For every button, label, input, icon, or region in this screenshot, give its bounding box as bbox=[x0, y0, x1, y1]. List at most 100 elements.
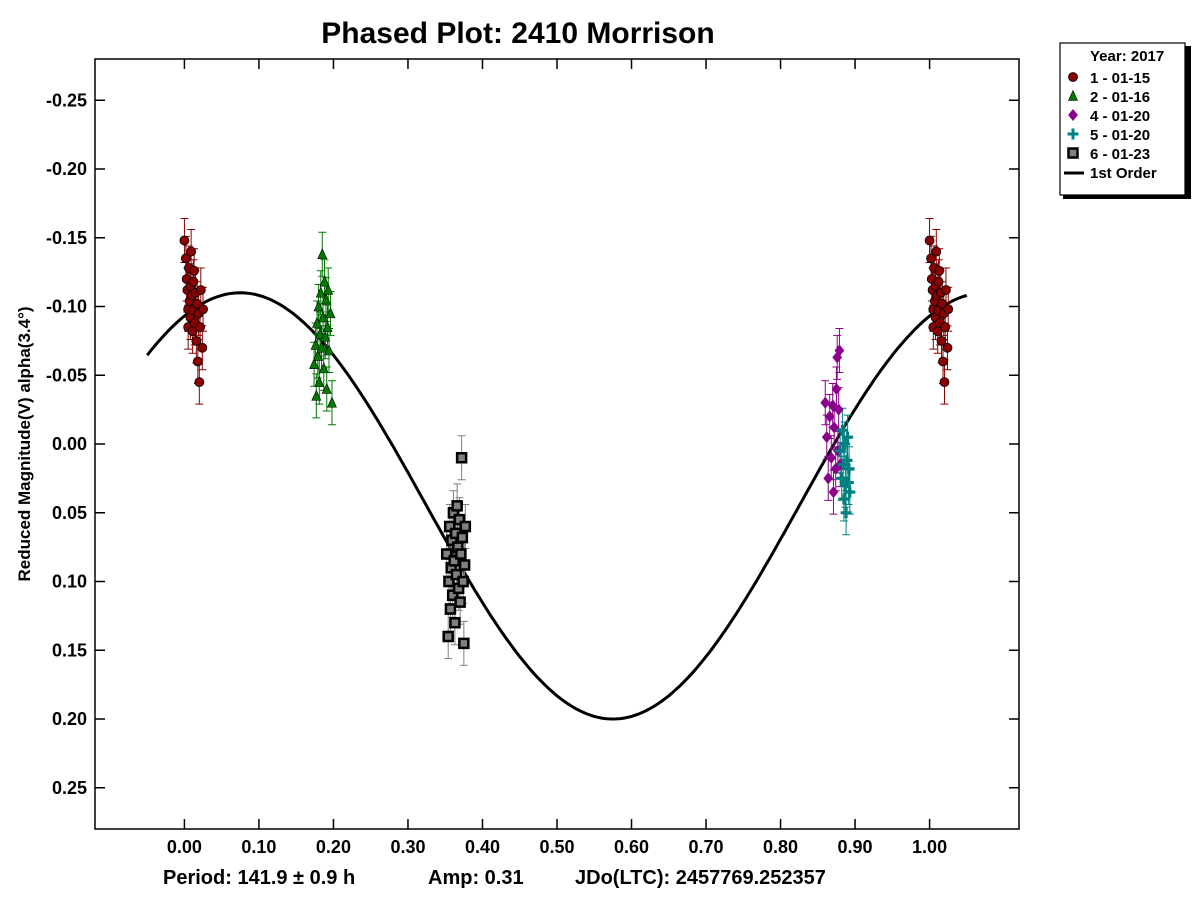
data-point-series-1 bbox=[192, 356, 203, 367]
data-point-series-2 bbox=[309, 358, 320, 370]
y-tick-label: 0.00 bbox=[52, 434, 87, 454]
x-tick-label: 0.00 bbox=[167, 837, 202, 857]
legend-entry-label: 2 - 01-16 bbox=[1090, 89, 1150, 106]
data-point-series-5 bbox=[450, 568, 463, 581]
chart-title: Phased Plot: 2410 Morrison bbox=[321, 17, 714, 50]
data-point-series-5 bbox=[443, 520, 456, 533]
fit-curve-line bbox=[146, 291, 968, 721]
data-point-series-5 bbox=[459, 520, 472, 533]
data-point-series-1 bbox=[189, 265, 200, 276]
y-tick-label: -0.25 bbox=[46, 90, 87, 110]
data-point-series-2 bbox=[318, 362, 329, 374]
x-tick-label: 0.80 bbox=[763, 837, 798, 857]
data-point-series-3 bbox=[829, 421, 840, 434]
x-tick-label: 1.00 bbox=[912, 837, 947, 857]
data-point-series-2 bbox=[316, 341, 327, 353]
data-point-series-5 bbox=[442, 630, 454, 643]
legend-title: Year: 2017 bbox=[1090, 48, 1164, 65]
fit-curve bbox=[146, 291, 968, 721]
data-point-series-5 bbox=[454, 596, 466, 608]
x-tick-label: 0.40 bbox=[465, 837, 500, 857]
legend-box bbox=[1059, 42, 1186, 196]
data-point-series-1 bbox=[179, 235, 190, 246]
data-point-series-2 bbox=[326, 396, 337, 408]
y-tick-label: 0.10 bbox=[52, 572, 87, 592]
data-point-series-3 bbox=[820, 396, 831, 409]
x-axis: 0.00 0.10 0.20 0.30 0.40 0.50 0.60 0.70 0.80 0.90… bbox=[167, 59, 947, 857]
y-tick-label: 0.05 bbox=[52, 503, 87, 523]
data-point-series-5 bbox=[451, 500, 463, 512]
data-point-series-1 bbox=[198, 304, 208, 315]
data-point-series-5 bbox=[456, 531, 469, 544]
data-point-series-2 bbox=[311, 389, 322, 401]
data-point-series-2 bbox=[318, 311, 328, 323]
data-point-series-1 bbox=[197, 342, 208, 353]
x-tick-label: 0.10 bbox=[241, 837, 276, 857]
data-point-series-2 bbox=[313, 300, 324, 312]
data-point-series-1 bbox=[195, 285, 206, 295]
x-tick-label: 0.20 bbox=[316, 837, 351, 857]
data-point-series-1 bbox=[940, 322, 951, 333]
footer: Period: 141.9 ± 0.9 h Amp: 0.31 JDo(LTC)… bbox=[163, 867, 826, 889]
data-point-series-4 bbox=[844, 486, 856, 498]
data-point-series-3 bbox=[833, 403, 844, 416]
y-tick-label: -0.05 bbox=[46, 365, 87, 385]
footer-period: Period: 141.9 ± 0.9 h bbox=[163, 867, 355, 889]
y-axis: -0.25 -0.20 -0.15 -0.10 -0.05 0.00 0.05 0.10 0.1… bbox=[46, 90, 1019, 798]
data-point-series-4 bbox=[834, 445, 846, 457]
y-tick-label: -0.20 bbox=[46, 159, 87, 179]
data-point-series-2 bbox=[317, 248, 328, 260]
y-tick-label: -0.15 bbox=[46, 228, 87, 248]
data-point-series-1 bbox=[194, 377, 205, 388]
data-point-series-2 bbox=[321, 293, 331, 305]
data-point-series-4 bbox=[836, 472, 848, 484]
data-point-series-5 bbox=[446, 589, 459, 601]
data-point-series-3 bbox=[834, 344, 845, 357]
y-tick-label: 0.25 bbox=[52, 778, 87, 798]
data-point-series-2 bbox=[312, 349, 323, 361]
data-points bbox=[179, 235, 954, 650]
data-point-series-3 bbox=[826, 451, 837, 464]
x-tick-label: 0.60 bbox=[614, 837, 649, 857]
data-point-series-3 bbox=[828, 486, 839, 499]
data-point-series-4 bbox=[841, 455, 853, 466]
data-point-series-4 bbox=[843, 463, 855, 475]
data-point-series-1 bbox=[195, 322, 205, 333]
data-point-series-5 bbox=[455, 452, 468, 464]
legend-marker-series-4 bbox=[1067, 128, 1079, 140]
data-point-series-2 bbox=[325, 307, 336, 319]
data-point-series-2 bbox=[320, 330, 331, 342]
footer-jdo: JDo(LTC): 2457769.252357 bbox=[575, 867, 826, 889]
data-point-series-5 bbox=[440, 548, 453, 560]
data-point-series-1 bbox=[936, 335, 947, 346]
data-point-series-4 bbox=[836, 424, 848, 436]
data-point-series-2 bbox=[315, 286, 326, 298]
data-point-series-1 bbox=[931, 246, 942, 257]
x-tick-label: 0.50 bbox=[539, 837, 574, 857]
data-point-series-1 bbox=[192, 298, 202, 309]
data-point-series-1 bbox=[941, 285, 951, 295]
data-point-series-4 bbox=[842, 477, 854, 488]
footer-amplitude: Amp: 0.31 bbox=[428, 867, 524, 889]
data-point-series-3 bbox=[831, 383, 842, 395]
plot-area bbox=[94, 58, 1020, 830]
data-point-series-1 bbox=[938, 356, 948, 367]
data-point-series-4 bbox=[839, 438, 851, 450]
data-point-series-1 bbox=[942, 342, 953, 353]
data-point-series-5 bbox=[449, 617, 461, 629]
data-point-series-2 bbox=[324, 344, 334, 356]
data-point-series-2 bbox=[315, 327, 326, 339]
data-point-series-1 bbox=[186, 246, 197, 257]
x-tick-label: 0.70 bbox=[689, 837, 724, 857]
data-point-series-5 bbox=[458, 559, 471, 571]
data-point-series-2 bbox=[321, 382, 332, 394]
legend-entry-label: 5 - 01-20 bbox=[1090, 127, 1150, 144]
data-point-series-3 bbox=[823, 472, 834, 485]
data-point-series-1 bbox=[934, 265, 945, 276]
data-point-series-5 bbox=[448, 555, 460, 567]
data-point-series-4 bbox=[842, 431, 854, 443]
data-point-series-1 bbox=[926, 253, 936, 264]
data-point-series-1 bbox=[924, 235, 935, 246]
data-point-series-5 bbox=[457, 575, 469, 588]
